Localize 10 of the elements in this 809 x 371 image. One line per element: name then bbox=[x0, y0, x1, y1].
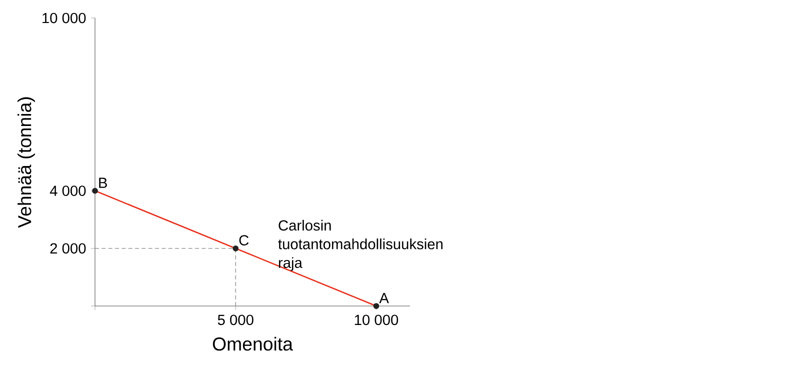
annotation: B bbox=[99, 178, 107, 188]
y-tick-label: 2 000 bbox=[50, 243, 86, 254]
annotation: C bbox=[239, 235, 249, 246]
annotation: Carlosin tuotantomahdollisuuksien raja bbox=[278, 220, 442, 271]
y-tick-label: 4 000 bbox=[50, 186, 86, 196]
y-axis-title: Vehnää (tonnia) bbox=[18, 97, 35, 228]
x-axis-title: Omenoita bbox=[212, 336, 293, 351]
y-tick-label: 10 000 bbox=[42, 12, 86, 24]
annotation: A bbox=[379, 292, 389, 304]
x-tick-label: 5 000 bbox=[218, 314, 254, 326]
